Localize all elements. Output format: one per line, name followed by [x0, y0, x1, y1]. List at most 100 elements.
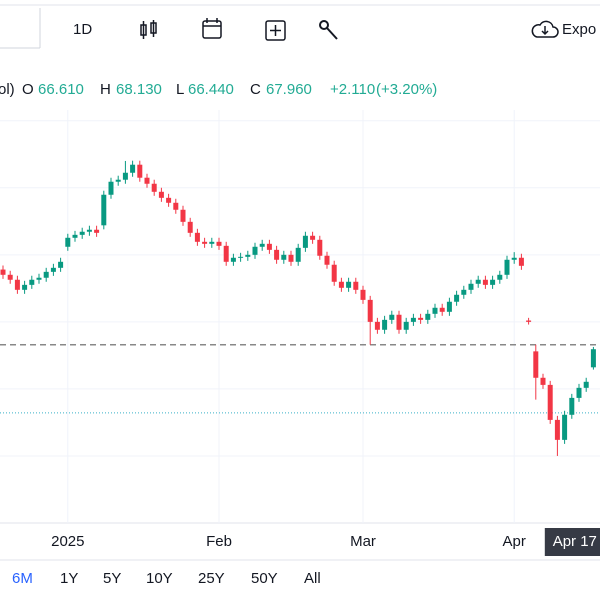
change: +2.110: [330, 81, 376, 98]
candle-body: [403, 321, 409, 330]
candle-body: [439, 307, 445, 312]
candle-body: [468, 283, 474, 290]
candle-body: [382, 319, 388, 330]
candle-body: [562, 414, 568, 440]
candle-body: [338, 281, 344, 288]
candle-body: [72, 234, 78, 238]
ohlc-value: 66.610: [38, 81, 84, 98]
candle-body: [108, 181, 114, 195]
candle-body: [79, 231, 85, 235]
range-button[interactable]: 1Y: [60, 570, 79, 587]
x-tick-label: Feb: [206, 533, 232, 550]
candle-body: [324, 255, 330, 265]
candle-body: [432, 307, 438, 314]
candle-body: [511, 257, 517, 260]
candle-body: [14, 279, 20, 290]
candle-icon[interactable]: [140, 20, 157, 39]
export-button[interactable]: Expo: [562, 21, 597, 38]
range-button[interactable]: 5Y: [103, 570, 122, 587]
calendar-icon[interactable]: [202, 18, 222, 39]
range-button[interactable]: All: [304, 570, 321, 587]
export-icon[interactable]: [531, 20, 559, 38]
candle-body: [569, 397, 575, 415]
candle-body: [418, 317, 424, 320]
candle-body: [223, 245, 229, 262]
candle-body: [425, 313, 431, 320]
ohlc-key: C: [250, 81, 261, 98]
candle-body: [554, 419, 560, 440]
candle-body: [540, 377, 546, 385]
candle-body: [151, 183, 157, 192]
candle-body: [274, 249, 280, 260]
settings-icon[interactable]: [319, 20, 338, 40]
candle-body: [346, 281, 352, 288]
candle-body: [331, 264, 337, 282]
range-button[interactable]: 6M: [12, 570, 33, 587]
candle-body: [266, 243, 272, 250]
ohlc-value: 68.130: [116, 81, 162, 98]
candle-body: [367, 299, 373, 322]
candle-body: [576, 387, 582, 398]
candle-body: [36, 277, 42, 280]
range-button[interactable]: 25Y: [198, 570, 225, 587]
candle-body: [22, 284, 28, 290]
candle-body: [65, 237, 71, 247]
candle-body: [245, 254, 251, 257]
candle-body: [317, 239, 323, 256]
candle-body: [454, 294, 460, 302]
candle-body: [238, 256, 244, 258]
candle-body: [547, 384, 553, 420]
candle-body: [7, 274, 13, 280]
range-button[interactable]: 50Y: [251, 570, 278, 587]
candle-body: [490, 279, 496, 285]
candle-body: [461, 289, 467, 295]
ohlc-key: H: [100, 81, 111, 98]
candle-body: [50, 267, 56, 272]
candle-body: [58, 261, 64, 268]
change-percent: (+3.20%): [376, 81, 438, 98]
candle-body: [302, 235, 308, 248]
candle-body: [533, 351, 539, 378]
ohlc-key: L: [176, 81, 185, 98]
candle-body: [518, 257, 524, 266]
candle-body: [281, 254, 287, 260]
candle-body: [446, 301, 452, 312]
candle-body: [475, 279, 481, 284]
candle-body: [0, 269, 6, 275]
x-tick-label: Mar: [350, 533, 376, 550]
candle-body: [310, 235, 316, 240]
candle-body: [173, 202, 179, 210]
candle-body: [43, 271, 49, 278]
candle-body: [137, 164, 143, 178]
candle-body: [526, 320, 532, 322]
symbol-label: ol): [0, 81, 15, 98]
ohlc-key: O: [22, 81, 34, 98]
x-tick-label: 2025: [51, 533, 84, 550]
candle-body: [252, 246, 258, 255]
candle-body: [209, 241, 215, 244]
range-button[interactable]: 10Y: [146, 570, 173, 587]
candle-body: [295, 247, 301, 262]
candle-body: [94, 229, 100, 233]
crosshair-label: Apr 17: [553, 533, 597, 550]
candle-body: [130, 164, 136, 173]
candle-body: [410, 317, 416, 322]
candle-body: [230, 257, 236, 262]
ohlc-value: 66.440: [188, 81, 234, 98]
candle-body: [86, 229, 92, 232]
candle-body: [158, 191, 164, 198]
candle-body: [590, 349, 596, 368]
candle-body: [583, 381, 589, 388]
candle-body: [374, 321, 380, 330]
add-indicator-icon[interactable]: [265, 20, 286, 41]
candle-body: [360, 289, 366, 300]
candle-body: [144, 177, 150, 184]
candle-body: [216, 241, 222, 246]
candle-body: [288, 254, 294, 262]
ohlc-value: 67.960: [266, 81, 312, 98]
candle-body: [396, 314, 402, 330]
candle-body: [389, 314, 395, 320]
interval-button[interactable]: 1D: [73, 21, 93, 38]
candle-body: [29, 279, 35, 285]
